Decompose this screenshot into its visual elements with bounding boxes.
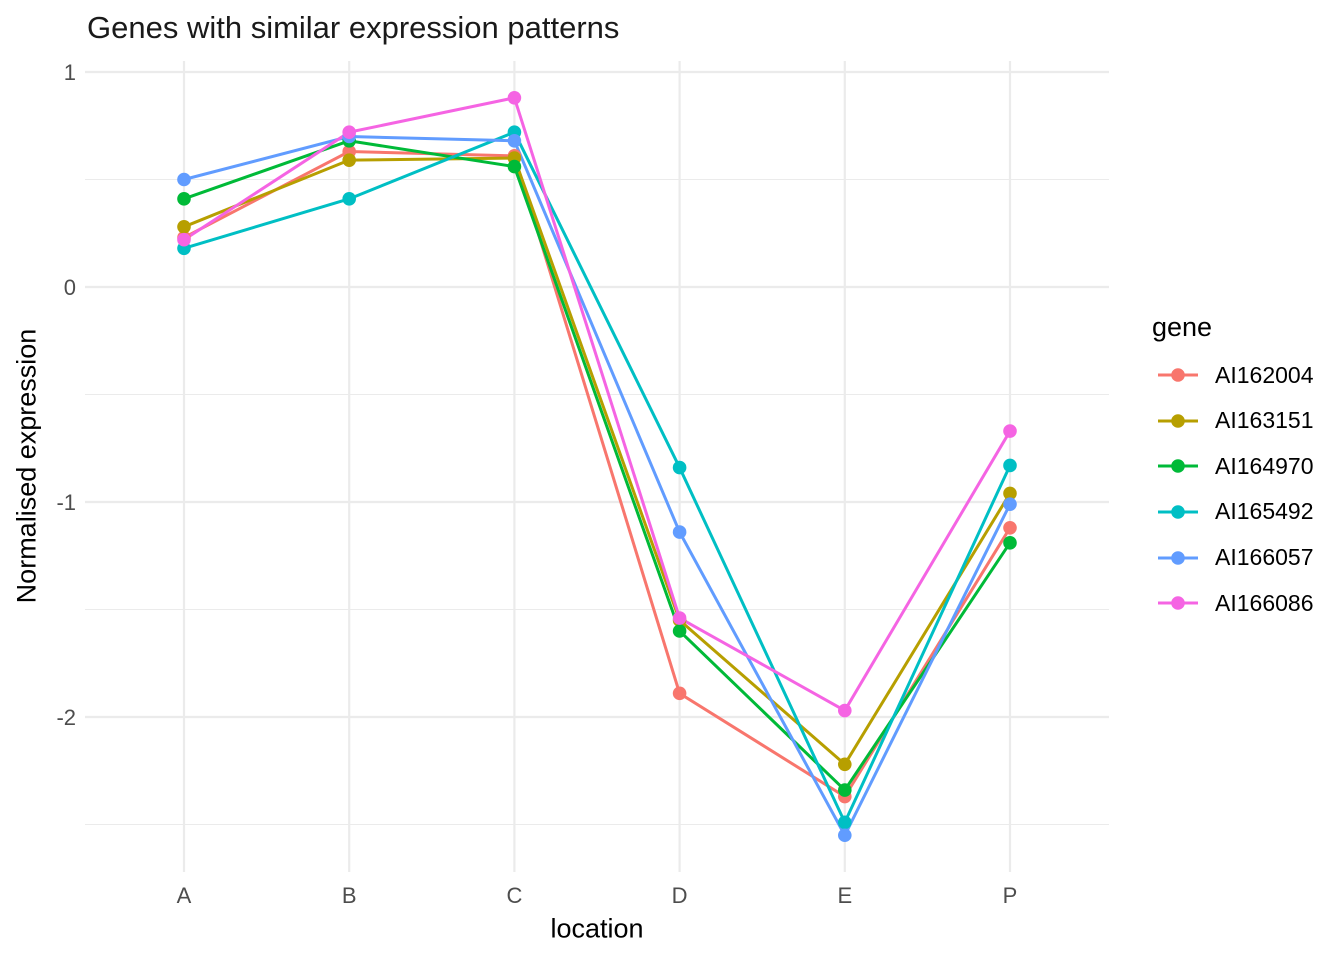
x-tick-label: D: [672, 883, 688, 908]
data-point-AI163151-P: [1003, 486, 1017, 501]
data-point-AI166057-C: [507, 134, 522, 148]
y-tick-label: -2: [56, 705, 76, 730]
series-line-AI163151: [183, 156, 1012, 767]
chart-title: Genes with similar expression patterns: [87, 10, 620, 45]
data-point-AI165492-E: [838, 815, 852, 830]
legend-label: AI162004: [1215, 361, 1314, 388]
data-point-AI165492-D: [672, 460, 687, 475]
data-point-AI166086-B: [342, 125, 357, 139]
legend-key-icon: [1158, 550, 1198, 565]
x-tick-label: B: [342, 883, 357, 908]
legend-title: gene: [1152, 312, 1213, 342]
legend-key-icon: [1158, 413, 1198, 428]
x-tick-label: C: [506, 883, 522, 908]
data-point-AI163151-A: [177, 220, 191, 234]
legend-item-AI166086: AI166086: [1158, 590, 1313, 616]
x-tick-label: P: [1003, 883, 1018, 908]
data-point-AI166086-E: [838, 703, 852, 718]
legend-label: AI164970: [1215, 452, 1314, 479]
y-tick-label: 1: [64, 60, 76, 85]
data-point-AI166057-A: [177, 172, 191, 187]
x-tick-label: A: [177, 883, 192, 908]
legend-key-icon: [1158, 596, 1198, 611]
data-point-AI162004-D: [672, 686, 687, 701]
data-point-AI162004-P: [1003, 521, 1017, 535]
legend-key-icon: [1158, 459, 1198, 474]
legend-label: AI165492: [1215, 498, 1314, 525]
data-point-AI164970-C: [507, 159, 522, 174]
data-point-AI165492-P: [1003, 458, 1017, 473]
data-point-AI165492-B: [342, 192, 357, 206]
series-line-AI166057: [183, 134, 1012, 839]
series-line-AI162004: [183, 150, 1012, 799]
data-point-AI164970-P: [1003, 536, 1017, 550]
x-tick-label: E: [837, 883, 852, 908]
legend-key-icon: [1158, 505, 1198, 519]
data-point-AI166057-P: [1003, 497, 1017, 511]
data-point-AI166086-P: [1003, 424, 1017, 438]
legend-item-AI165492: AI165492: [1158, 498, 1314, 525]
y-tick-label: -1: [56, 490, 76, 515]
legend-item-AI164970: AI164970: [1158, 453, 1313, 479]
data-point-AI166086-A: [177, 232, 191, 247]
data-point-AI164970-D: [672, 624, 687, 638]
x-axis-title: location: [550, 913, 644, 944]
data-point-AI166057-E: [838, 828, 852, 843]
legend-label: AI166057: [1215, 544, 1314, 571]
data-point-AI166086-C: [507, 91, 522, 105]
data-point-AI163151-E: [838, 757, 852, 772]
data-point-AI166086-D: [672, 611, 687, 625]
data-point-AI163151-B: [342, 153, 357, 167]
y-tick-label: 0: [64, 275, 76, 300]
legend-key-icon: [1158, 368, 1198, 382]
series-line-AI164970: [183, 139, 1012, 793]
series-line-AI166086: [183, 96, 1012, 713]
data-point-AI166057-D: [672, 525, 687, 539]
legend-label: AI166086: [1215, 589, 1314, 616]
data-point-AI164970-E: [838, 783, 852, 797]
legend-item-AI162004: AI162004: [1158, 362, 1313, 388]
legend-item-AI166057: AI166057: [1158, 544, 1314, 571]
legend-label: AI163151: [1215, 407, 1314, 434]
legend-item-AI163151: AI163151: [1158, 407, 1314, 434]
series-line-AI165492: [183, 130, 1012, 826]
data-point-AI164970-A: [177, 192, 191, 206]
